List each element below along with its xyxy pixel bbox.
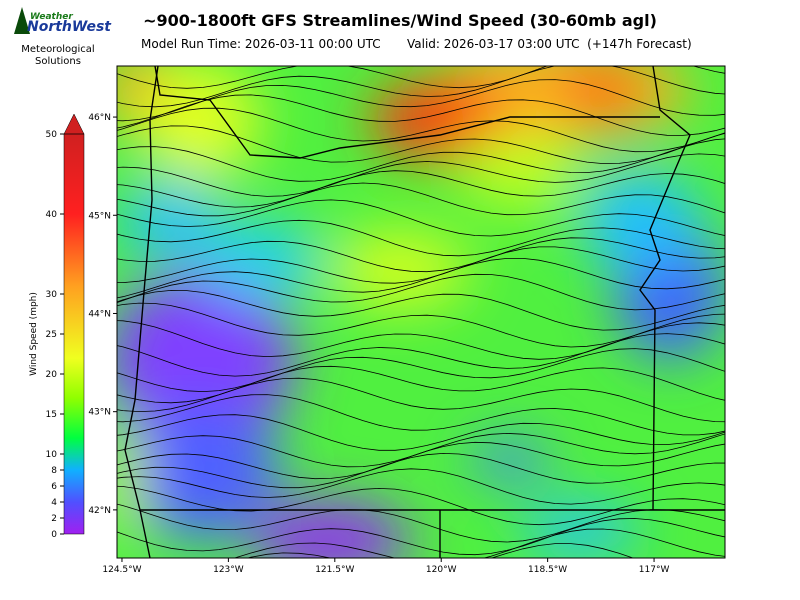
streamline — [117, 273, 725, 311]
streamline — [117, 289, 725, 331]
colorbar-tick-label: 10 — [46, 450, 58, 460]
streamline — [117, 377, 725, 423]
colorbar-tick-label: 50 — [46, 130, 58, 140]
streamline — [117, 66, 725, 89]
x-tick-label: 118.5°W — [528, 565, 567, 575]
streamline — [117, 107, 725, 153]
logo-brand-main: NorthWest — [27, 19, 111, 35]
streamline — [117, 468, 725, 505]
streamline — [117, 246, 725, 284]
streamline — [117, 452, 725, 489]
colorbar-tick-label: 0 — [51, 530, 57, 540]
colorbar-tick-label: 15 — [46, 410, 57, 420]
y-tick-label: 45°N — [88, 211, 111, 221]
streamline — [117, 79, 725, 122]
logo-brand-top: Weather — [30, 12, 73, 22]
colorbar-tick-label: 20 — [46, 370, 58, 380]
map-frame — [116, 65, 726, 559]
streamline — [117, 394, 725, 436]
streamline — [117, 219, 725, 257]
colorbar-label: Wind Speed (mph) — [29, 292, 39, 376]
x-tick-label: 124.5°W — [102, 565, 141, 575]
colorbar-tick-label: 4 — [51, 498, 57, 508]
streamline — [117, 414, 725, 451]
colorbar-tick-label: 30 — [46, 290, 58, 300]
colorbar — [64, 134, 84, 534]
streamline — [117, 348, 725, 393]
x-tick-label: 120°W — [426, 565, 457, 575]
colorbar-tick-label: 8 — [51, 466, 57, 476]
streamline — [117, 182, 725, 217]
streamline — [117, 485, 725, 526]
y-tick-label: 46°N — [88, 113, 111, 123]
streamline — [117, 138, 725, 182]
streamline — [117, 518, 725, 556]
streamline — [117, 170, 725, 208]
colorbar-tick-label: 25 — [46, 330, 57, 340]
x-tick-label: 117°W — [639, 565, 670, 575]
colorbar-tick-label: 40 — [46, 210, 58, 220]
y-tick-label: 44°N — [88, 309, 111, 319]
streamline — [117, 320, 725, 360]
streamline — [117, 258, 725, 299]
streamline — [117, 237, 725, 273]
x-tick-label: 121.5°W — [315, 565, 354, 575]
streamline — [117, 125, 725, 165]
valid-time: Valid: 2026-03-17 03:00 UTC (+147h Forec… — [407, 37, 692, 51]
y-tick-label: 43°N — [88, 408, 111, 418]
colorbar-tick-label: 6 — [51, 482, 57, 492]
x-tick-label: 123°W — [213, 565, 244, 575]
streamline — [117, 94, 725, 136]
streamline — [233, 528, 725, 558]
colorbar-tick-label: 2 — [51, 514, 57, 524]
logo-tagline: Meteorological Solutions — [21, 44, 95, 67]
colorbar-extend — [63, 113, 85, 135]
logo-tree — [14, 7, 30, 34]
state-borders — [124, 66, 725, 558]
streamline — [117, 199, 725, 237]
title: ~900-1800ft GFS Streamlines/Wind Speed (… — [143, 11, 657, 30]
streamline — [117, 333, 725, 377]
wind-field — [117, 66, 725, 558]
model-run: Model Run Time: 2026-03-11 00:00 UTC — [141, 37, 381, 51]
y-tick-label: 42°N — [88, 506, 111, 516]
streamline — [117, 441, 725, 480]
streamline — [117, 66, 725, 108]
streamline — [117, 153, 725, 197]
